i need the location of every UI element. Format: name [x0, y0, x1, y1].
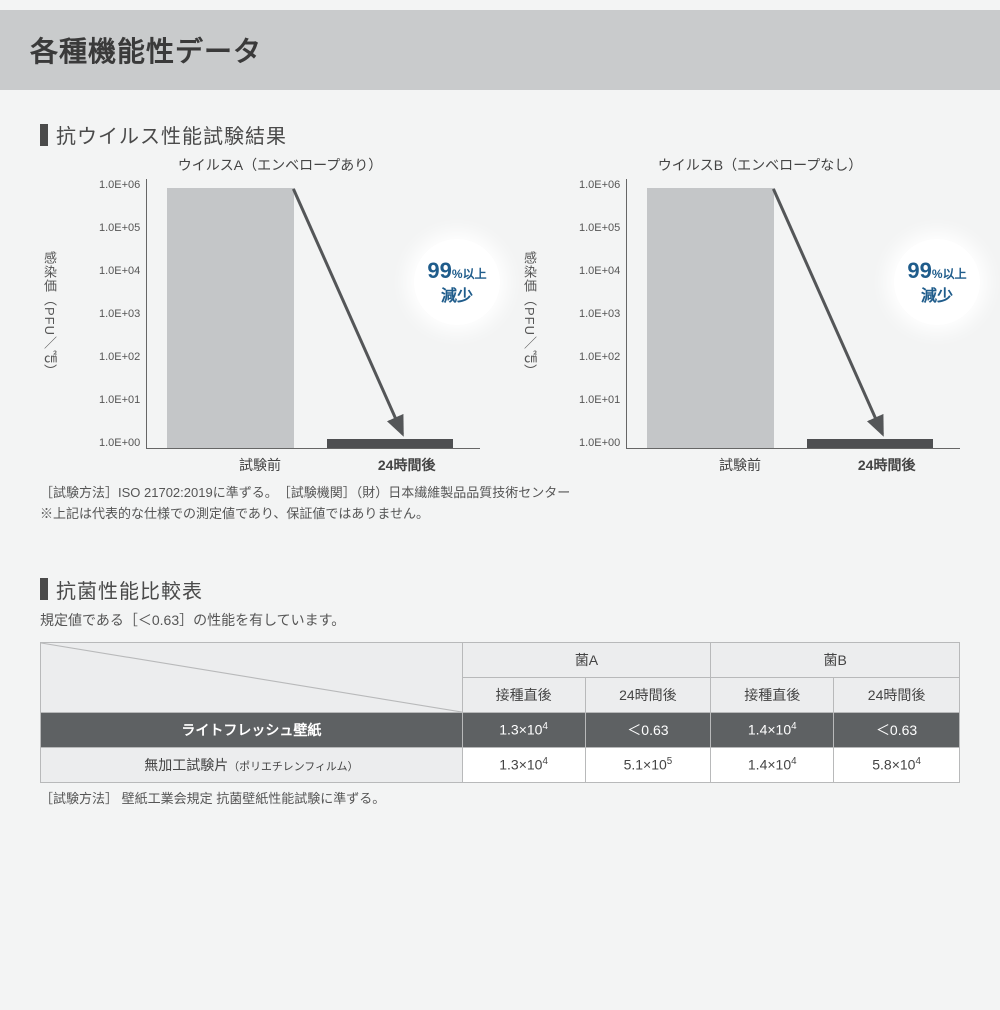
chart-a-ylabel: 感染価（PFU／㎠） — [40, 179, 99, 449]
section2-heading-text: 抗菌性能比較表 — [56, 575, 203, 604]
table-cell: ＜0.63 — [834, 712, 960, 747]
section1-footnote-line1: ［試験方法］ISO 21702:2019に準ずる。 ［試験機関］（財）日本繊維製… — [40, 483, 960, 504]
section1-footnote-line2: ※上記は代表的な仕様での測定値であり、保証値ではありません。 — [40, 504, 960, 525]
ytick-label: 1.0E+01 — [99, 394, 140, 406]
table-cell: 1.3×104 — [462, 712, 585, 747]
table-cell: ＜0.63 — [585, 712, 711, 747]
table-row-light: 無加工試験片（ポリエチレンフィルム）1.3×1045.1×1051.4×1045… — [41, 747, 960, 782]
table-cell: 1.3×104 — [462, 747, 585, 782]
chart-a-yaxis: 1.0E+06 1.0E+05 1.0E+04 1.0E+03 1.0E+02 1.0E+… — [99, 179, 146, 449]
group-header-b: 菌B — [711, 642, 960, 677]
chart-b-xcat-0: 試験前 — [667, 455, 814, 475]
sub-header-2: 接種直後 — [711, 677, 834, 712]
section1-footnote: ［試験方法］ISO 21702:2019に準ずる。 ［試験機関］（財）日本繊維製… — [40, 483, 960, 525]
comparison-table: 菌A 菌B 接種直後 24時間後 接種直後 24時間後 ライトフレッシュ壁紙1.… — [40, 642, 960, 783]
section2-heading: 抗菌性能比較表 — [40, 575, 960, 604]
table-cell: 5.8×104 — [834, 747, 960, 782]
table-cell: 1.4×104 — [711, 747, 834, 782]
diag-header-cell — [41, 642, 463, 712]
chart-a-wrap: ウイルスA（エンベロープあり） 感染価（PFU／㎠） 1.0E+061.0E+0… — [40, 155, 480, 475]
ytick-label: 1.0E+00 — [579, 437, 620, 449]
ytick-label: 1.0E+02 — [579, 351, 620, 363]
ytick-label: 1.0E+05 — [579, 222, 620, 234]
chart-a-plot: 99%以上減少 — [146, 179, 480, 449]
sub-header-1: 24時間後 — [585, 677, 711, 712]
chart-b: 感染価（PFU／㎠） 1.0E+061.0E+051.0E+041.0E+031… — [520, 179, 960, 449]
ytick-label: 1.0E+04 — [99, 265, 140, 277]
section1-heading-text: 抗ウイルス性能試験結果 — [56, 120, 287, 149]
chart-a-xcat-0: 試験前 — [187, 455, 334, 475]
chart-b-xcat-1: 24時間後 — [813, 455, 960, 475]
chart-a-xaxis: 試験前 24時間後 — [40, 455, 480, 475]
table-cell: 1.4×104 — [711, 712, 834, 747]
reduction-badge: 99%以上減少 — [894, 239, 980, 325]
chart-a-xcat-1: 24時間後 — [333, 455, 480, 475]
sub-header-0: 接種直後 — [462, 677, 585, 712]
group-header-a: 菌A — [462, 642, 711, 677]
ytick-label: 1.0E+06 — [579, 179, 620, 191]
ytick-label: 1.0E+03 — [99, 308, 140, 320]
ytick-label: 1.0E+06 — [99, 179, 140, 191]
chart-a-title: ウイルスA（エンベロープあり） — [40, 155, 480, 175]
row-label: 無加工試験片（ポリエチレンフィルム） — [41, 747, 463, 782]
chart-a: 感染価（PFU／㎠） 1.0E+061.0E+051.0E+041.0E+031… — [40, 179, 480, 449]
chart-b-title: ウイルスB（エンベロープなし） — [520, 155, 960, 175]
section2-subtext: 規定値である［＜0.63］の性能を有しています。 — [40, 610, 960, 630]
ytick-label: 1.0E+03 — [579, 308, 620, 320]
ytick-label: 1.0E+05 — [99, 222, 140, 234]
row-label: ライトフレッシュ壁紙 — [41, 712, 463, 747]
chart-b-plot: 99%以上減少 — [626, 179, 960, 449]
ytick-label: 1.0E+04 — [579, 265, 620, 277]
section-antivirus: 抗ウイルス性能試験結果 ウイルスA（エンベロープあり） 感染価（PFU／㎠） 1… — [0, 90, 1000, 535]
table-row-dark: ライトフレッシュ壁紙1.3×104＜0.631.4×104＜0.63 — [41, 712, 960, 747]
section-antibacterial: 抗菌性能比較表 規定値である［＜0.63］の性能を有しています。 菌A 菌B 接… — [0, 535, 1000, 820]
ytick-label: 1.0E+00 — [99, 437, 140, 449]
charts-row: ウイルスA（エンベロープあり） 感染価（PFU／㎠） 1.0E+061.0E+0… — [40, 155, 960, 475]
chart-b-wrap: ウイルスB（エンベロープなし） 感染価（PFU／㎠） 1.0E+061.0E+0… — [520, 155, 960, 475]
ytick-label: 1.0E+02 — [99, 351, 140, 363]
title-band: 各種機能性データ — [0, 10, 1000, 90]
page-title: 各種機能性データ — [30, 30, 970, 70]
sub-header-3: 24時間後 — [834, 677, 960, 712]
section1-heading: 抗ウイルス性能試験結果 — [40, 120, 960, 149]
ytick-label: 1.0E+01 — [579, 394, 620, 406]
section2-footnote: ［試験方法］ 壁紙工業会規定 抗菌壁紙性能試験に準ずる。 — [40, 789, 960, 810]
chart-b-ylabel: 感染価（PFU／㎠） — [520, 179, 579, 449]
reduction-badge: 99%以上減少 — [414, 239, 500, 325]
chart-b-yaxis: 1.0E+06 1.0E+05 1.0E+04 1.0E+03 1.0E+02 1.0E+… — [579, 179, 626, 449]
chart-b-xaxis: 試験前 24時間後 — [520, 455, 960, 475]
table-cell: 5.1×105 — [585, 747, 711, 782]
